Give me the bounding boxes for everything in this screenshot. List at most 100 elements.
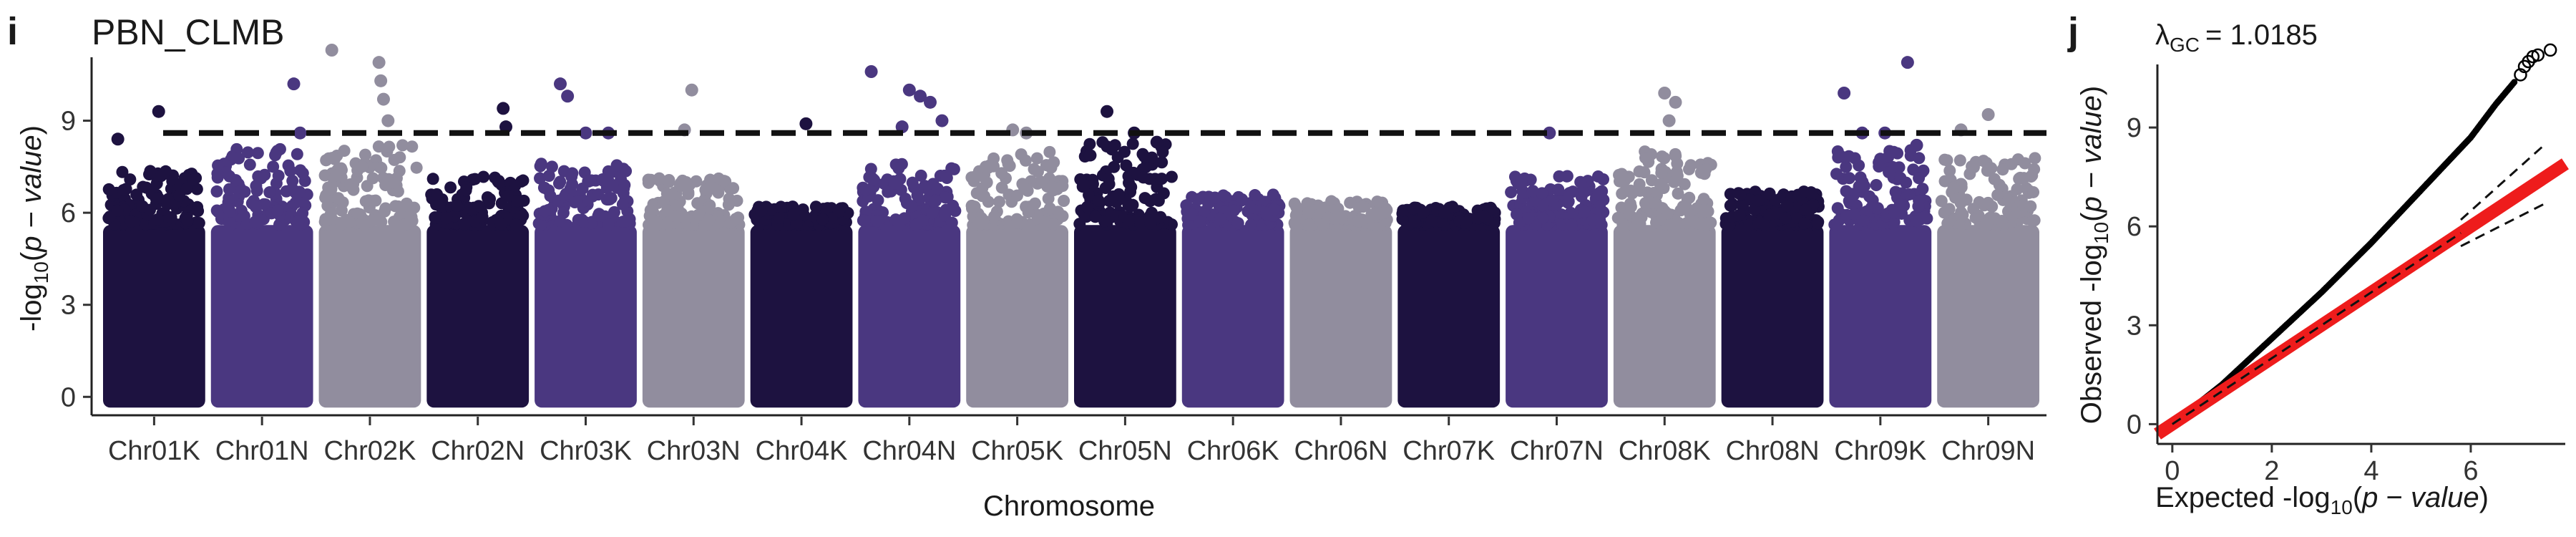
snp-point xyxy=(1682,163,1695,175)
snp-point xyxy=(1668,218,1681,231)
snp-point xyxy=(190,183,203,195)
qq-y-tick-label: 3 xyxy=(2127,311,2142,341)
snp-point xyxy=(267,160,280,173)
y-axis-title: -log10(p − value) xyxy=(16,125,52,332)
snp-point xyxy=(1478,210,1491,223)
snp-point xyxy=(1083,137,1096,150)
snp-point xyxy=(1126,137,1139,150)
chromosome-bulk xyxy=(858,225,961,408)
chromosome-chr07k xyxy=(1396,200,1501,408)
snp-point xyxy=(1080,200,1093,213)
snp-point xyxy=(144,203,157,216)
snp-point xyxy=(1089,211,1102,223)
snp-point xyxy=(1092,194,1105,207)
snp-point xyxy=(517,209,530,222)
snp-point xyxy=(255,172,268,185)
snp-point xyxy=(375,216,388,228)
snp-point xyxy=(458,218,471,231)
snp-point xyxy=(575,213,588,226)
snp-point xyxy=(172,190,185,203)
peak-snp-point xyxy=(372,56,386,69)
qq-point xyxy=(2511,79,2518,86)
qq-diagonal-dashed xyxy=(2172,232,2462,425)
snp-point xyxy=(249,200,262,213)
snp-point xyxy=(968,200,981,213)
snp-point xyxy=(181,214,194,227)
snp-point xyxy=(249,216,262,228)
chromosome-chr01k xyxy=(102,165,205,408)
snp-point xyxy=(995,167,1008,180)
snp-point xyxy=(1840,160,1853,173)
chromosome-chr08k xyxy=(1611,145,1717,408)
snp-point xyxy=(1016,178,1029,190)
snp-point xyxy=(1417,206,1430,219)
snp-point xyxy=(1996,163,2009,176)
snp-point xyxy=(294,164,307,177)
snp-point xyxy=(366,214,379,227)
snp-point xyxy=(1290,200,1303,213)
snp-point xyxy=(1098,215,1111,228)
snp-point xyxy=(1656,150,1669,163)
snp-point xyxy=(375,162,388,175)
snp-point xyxy=(608,205,620,218)
snp-point xyxy=(1960,193,1973,206)
snp-point xyxy=(554,175,567,188)
chromosome-bulk xyxy=(1506,225,1608,408)
snp-point xyxy=(660,187,673,200)
panel-letter-j: j xyxy=(2067,10,2079,53)
snp-point xyxy=(872,215,884,228)
snp-point xyxy=(755,205,768,218)
snp-point xyxy=(668,210,681,223)
chromosome-bulk xyxy=(426,225,530,408)
snp-point xyxy=(356,160,369,173)
snp-point xyxy=(1831,202,1844,215)
snp-point xyxy=(2028,214,2041,227)
snp-point xyxy=(1781,200,1794,213)
snp-point xyxy=(1317,202,1330,215)
chromosome-chr02k xyxy=(318,139,423,408)
manhattan-points xyxy=(102,136,2041,408)
snp-point xyxy=(1267,188,1279,201)
qq-x-tick-label: 6 xyxy=(2463,456,2478,486)
chromosome-chr06n xyxy=(1288,195,1393,408)
snp-point xyxy=(1903,188,1916,201)
snp-point xyxy=(1678,178,1691,190)
snp-point xyxy=(653,172,665,185)
snp-point xyxy=(1407,202,1420,215)
x-tick-label: Chr04K xyxy=(756,436,848,466)
snp-point xyxy=(1586,213,1599,226)
snp-point xyxy=(1912,200,1925,213)
snp-point xyxy=(511,195,524,208)
snp-point xyxy=(1699,205,1712,218)
qq-ci-upper xyxy=(2460,142,2547,221)
snp-point xyxy=(1639,151,1652,164)
snp-point xyxy=(361,180,374,193)
snp-point xyxy=(535,218,547,231)
snp-point xyxy=(1335,212,1348,225)
snp-point xyxy=(1209,191,1221,204)
snp-point xyxy=(1156,156,1169,169)
snp-point xyxy=(318,169,331,182)
snp-point xyxy=(938,208,951,221)
snp-point xyxy=(1011,216,1024,229)
x-tick-label: Chr07N xyxy=(1510,436,1604,466)
snp-point xyxy=(1536,187,1548,200)
snp-point xyxy=(484,193,497,205)
snp-point xyxy=(1236,193,1249,205)
snp-point xyxy=(663,174,675,187)
snp-point xyxy=(882,185,894,198)
snp-point xyxy=(1668,175,1681,188)
snp-point xyxy=(906,176,919,189)
snp-point xyxy=(1613,175,1626,188)
snp-point xyxy=(995,181,1008,194)
snp-point xyxy=(534,172,547,185)
snp-point xyxy=(2013,173,2026,185)
chromosome-bulk xyxy=(1937,225,2039,408)
snp-point xyxy=(1699,163,1712,175)
snp-point xyxy=(1703,216,1716,229)
peak-snp-point xyxy=(1838,87,1851,100)
snp-point xyxy=(1244,218,1257,231)
snp-point xyxy=(1649,196,1662,209)
snp-point xyxy=(1661,207,1674,220)
snp-point xyxy=(1763,187,1776,200)
